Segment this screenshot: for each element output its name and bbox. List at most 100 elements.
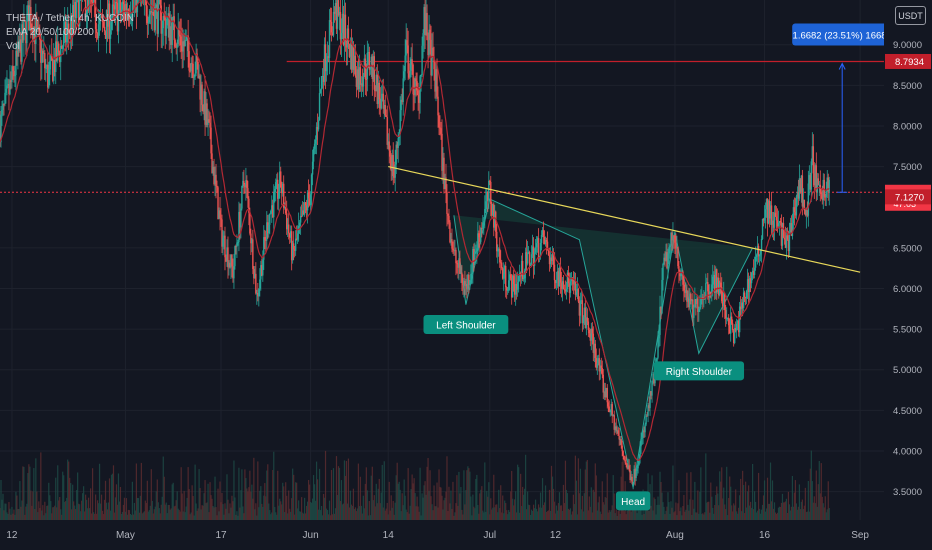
- candle-body: [304, 202, 307, 206]
- candle-body: [637, 464, 639, 469]
- volume-indicator-label[interactable]: Vol: [6, 41, 20, 52]
- candle-body: [765, 198, 768, 210]
- volume-bar: [653, 497, 655, 520]
- candle-body: [746, 279, 749, 291]
- volume-bar: [544, 485, 547, 520]
- candle-body: [477, 233, 479, 249]
- ema-20-line: [0, 0, 830, 462]
- candle-body: [721, 287, 723, 302]
- volume-bar: [623, 511, 625, 520]
- candle-body: [413, 94, 415, 96]
- volume-bar: [690, 472, 692, 520]
- volume-bar: [206, 502, 208, 520]
- volume-bar: [170, 508, 172, 520]
- volume-bar: [774, 512, 777, 520]
- candle-body: [183, 41, 185, 47]
- volume-bar: [125, 498, 128, 520]
- volume-bar: [803, 505, 805, 520]
- volume-bar: [149, 505, 151, 520]
- volume-bar: [390, 495, 392, 520]
- volume-bar: [107, 502, 110, 520]
- volume-bar: [600, 514, 602, 520]
- volume-bar: [99, 503, 102, 520]
- volume-bar: [22, 466, 24, 520]
- volume-bar: [115, 484, 118, 520]
- volume-bar: [327, 514, 330, 520]
- volume-bar: [585, 461, 587, 520]
- candle-body: [708, 291, 710, 298]
- volume-bar: [583, 493, 585, 520]
- volume-bar: [307, 501, 309, 520]
- volume-bar: [678, 480, 680, 520]
- volume-bar: [758, 508, 761, 520]
- volume-bar: [203, 493, 205, 520]
- volume-bar: [82, 493, 84, 520]
- candle-body: [676, 246, 678, 249]
- candle-body: [14, 74, 16, 77]
- volume-bar: [196, 510, 198, 520]
- volume-bar: [116, 504, 119, 520]
- candle-body: [136, 0, 139, 13]
- volume-bar: [228, 513, 230, 520]
- candle-body: [123, 4, 126, 15]
- price-axis[interactable]: 9.00008.50008.00007.50006.50006.00005.50…: [884, 0, 932, 550]
- candle-body: [577, 289, 580, 302]
- candle-body: [264, 237, 266, 240]
- volume-bar: [757, 472, 760, 520]
- candle-body: [671, 232, 673, 241]
- volume-bar: [683, 494, 685, 520]
- candle-body: [103, 26, 106, 32]
- candle-body: [547, 249, 550, 256]
- candle-body: [416, 81, 418, 91]
- candle-body: [763, 217, 766, 221]
- volume-bar: [558, 492, 561, 520]
- volume-bar: [17, 508, 19, 520]
- volume-bar: [384, 510, 386, 520]
- volume-bar: [239, 507, 241, 520]
- volume-bar: [470, 496, 472, 520]
- volume-bar: [761, 504, 764, 520]
- volume-bar: [96, 500, 99, 520]
- candle-body: [794, 212, 797, 216]
- candle-body: [311, 161, 314, 175]
- volume-bar: [221, 492, 223, 520]
- candle-body: [288, 233, 291, 238]
- volume-bar: [258, 507, 260, 520]
- candle-body: [10, 80, 12, 83]
- volume-bar: [601, 481, 603, 520]
- candle-body: [608, 406, 610, 413]
- volume-bar: [50, 501, 52, 520]
- volume-bar: [656, 504, 658, 520]
- volume-bar: [74, 505, 76, 520]
- candle-body: [736, 320, 739, 324]
- candle-body: [668, 247, 670, 254]
- candle-body: [63, 30, 65, 47]
- volume-bar: [592, 489, 594, 520]
- ema-indicator-label[interactable]: EMA 20/50/100/200: [6, 27, 94, 38]
- candle-body: [174, 40, 176, 47]
- candle-body: [212, 166, 214, 174]
- price-tick-label: 7.5000: [893, 162, 922, 173]
- volume-bar: [247, 491, 249, 520]
- volume-bar: [84, 511, 86, 520]
- volume-bar: [498, 489, 500, 520]
- volume-bar: [506, 510, 508, 520]
- currency-button[interactable]: USDT: [895, 6, 926, 25]
- candle-body: [318, 93, 321, 121]
- volume-bar: [114, 497, 117, 520]
- candle-body: [296, 233, 299, 240]
- volume-bar: [616, 515, 618, 520]
- volume-bar: [0, 479, 2, 520]
- volume-bar: [491, 509, 493, 520]
- time-axis[interactable]: 12 May 17 Jun 14 Jul 12 Aug 16 Sep: [0, 520, 932, 550]
- volume-bar: [704, 512, 706, 520]
- volume-bar: [735, 489, 737, 520]
- symbol-title[interactable]: THETA / Tether, 4h, KUCOIN: [6, 13, 135, 24]
- candle-body: [619, 439, 621, 441]
- volume-bar: [513, 505, 515, 520]
- candle-body: [809, 175, 812, 190]
- candle-body: [767, 200, 770, 224]
- volume-bar: [744, 513, 746, 520]
- price-tick-label: 4.5000: [893, 406, 922, 417]
